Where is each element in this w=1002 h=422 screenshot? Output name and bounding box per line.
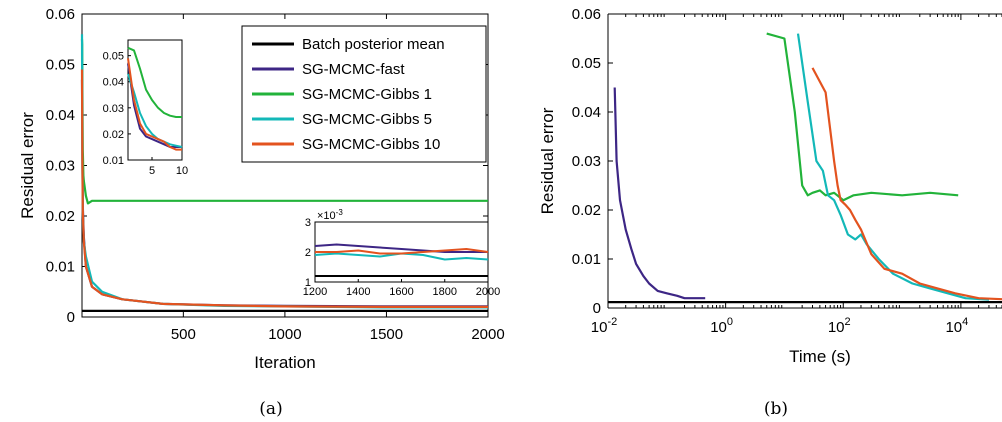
x-tick-label: 10-2	[591, 316, 617, 336]
series-sg-mcmc-gibbs-5	[796, 33, 990, 301]
y-tick-label: 0.02	[572, 202, 601, 219]
x-tick-label: 102	[828, 316, 851, 336]
inset-x-tick-label: 5	[149, 165, 155, 177]
panel-a: 0 0.01 0.02 0.03 0.04 0.05 0.06 500 1000 1500 2000…	[18, 6, 505, 372]
inset2-x-tick-label: 1800	[433, 286, 457, 298]
y-tick-label: 0.03	[572, 153, 601, 170]
inset2-y-tick-label: 1	[305, 277, 311, 289]
inset-y-tick-label: 0.04	[103, 77, 124, 89]
y-tick-label: 0.04	[572, 104, 601, 121]
y-tick-label: 0.04	[46, 107, 75, 124]
y-tick-label: 0	[593, 300, 601, 317]
inset-y-tick-label: 0.02	[103, 129, 124, 141]
y-tick-label: 0	[67, 309, 75, 326]
legend-label-batch-posterior-mean: Batch posterior mean	[302, 36, 445, 53]
y-tick-label: 0.05	[572, 55, 601, 72]
x-tick-exponent: 2	[845, 316, 851, 328]
inset2-y-tick-label: 3	[305, 217, 311, 229]
x-tick-label: 1000	[268, 326, 301, 343]
inset2-x-tick-label: 2000	[476, 286, 500, 298]
inset2-x-tick-label: 1200	[303, 286, 327, 298]
x-tick-label: 104	[945, 316, 968, 336]
caption-a: (a)	[259, 399, 282, 419]
legend-label-sg-mcmc-gibbs-5: SG-MCMC-Gibbs 5	[302, 111, 432, 128]
x-axis-label: Time (s)	[789, 347, 851, 366]
inset2-x-tick-label: 1400	[346, 286, 370, 298]
inset-series-sg-mcmc-gibbs-5	[127, 73, 183, 148]
inset-y-tick-label: 0.03	[103, 103, 124, 115]
x-tick-exponent: -2	[607, 316, 617, 328]
x-tick-label: 100	[710, 316, 733, 336]
inset-series-sg-mcmc-gibbs-10	[127, 58, 182, 151]
y-tick-label: 0.01	[572, 251, 601, 268]
panel-b: 0 0.01 0.02 0.03 0.04 0.05 0.06 10-2 100 102 104 Ti…	[538, 6, 1002, 366]
legend-label-sg-mcmc-gibbs-10: SG-MCMC-Gibbs 10	[302, 136, 440, 153]
inset2-series-sg-mcmc-fast	[314, 243, 488, 253]
x-axis-label: Iteration	[254, 353, 315, 372]
y-tick-label: 0.06	[572, 6, 601, 23]
series-sg-mcmc-gibbs-10	[811, 67, 1002, 301]
caption-b: (b)	[764, 399, 788, 419]
inset2-exponent: -3	[336, 208, 344, 217]
inset-y-tick-label: 0.05	[103, 51, 124, 63]
x-tick-exponent: 4	[962, 316, 968, 328]
y-tick-label: 0.03	[46, 158, 75, 175]
inset-early-iterations: 0.01 0.02 0.03 0.04 0.05 5 10	[103, 39, 188, 177]
series-sg-mcmc-fast	[613, 87, 706, 300]
legend: Batch posterior mean SG-MCMC-fast SG-MCMC-…	[241, 25, 487, 163]
y-tick-label: 0.01	[46, 259, 75, 276]
inset-x-tick-label: 10	[176, 165, 188, 177]
y-tick-label: 0.02	[46, 208, 75, 225]
inset-y-tick-label: 0.01	[103, 155, 124, 167]
inset2-series-sg-mcmc-gibbs-10	[315, 248, 489, 255]
x-tick-exponent: 0	[727, 316, 733, 328]
inset2-y-tick-label: 2	[305, 247, 311, 259]
y-tick-label: 0.05	[46, 57, 75, 74]
legend-label-sg-mcmc-gibbs-1: SG-MCMC-Gibbs 1	[302, 86, 432, 103]
inset-series-sg-mcmc-gibbs-1	[127, 46, 182, 118]
inset-series-sg-mcmc-fast	[127, 63, 182, 148]
y-tick-label: 0.06	[46, 6, 75, 23]
series-sg-mcmc-gibbs-1	[766, 32, 959, 202]
x-tick-label: 1500	[370, 326, 403, 343]
x-tick-label: 500	[171, 326, 196, 343]
x-tick-label: 2000	[471, 326, 504, 343]
inset2-x-tick-label: 1600	[389, 286, 413, 298]
legend-label-sg-mcmc-fast: SG-MCMC-fast	[302, 61, 405, 78]
series-sg-mcmc-gibbs-10	[80, 69, 488, 308]
y-axis-label: Residual error	[538, 107, 557, 214]
y-axis-label: Residual error	[18, 112, 37, 219]
